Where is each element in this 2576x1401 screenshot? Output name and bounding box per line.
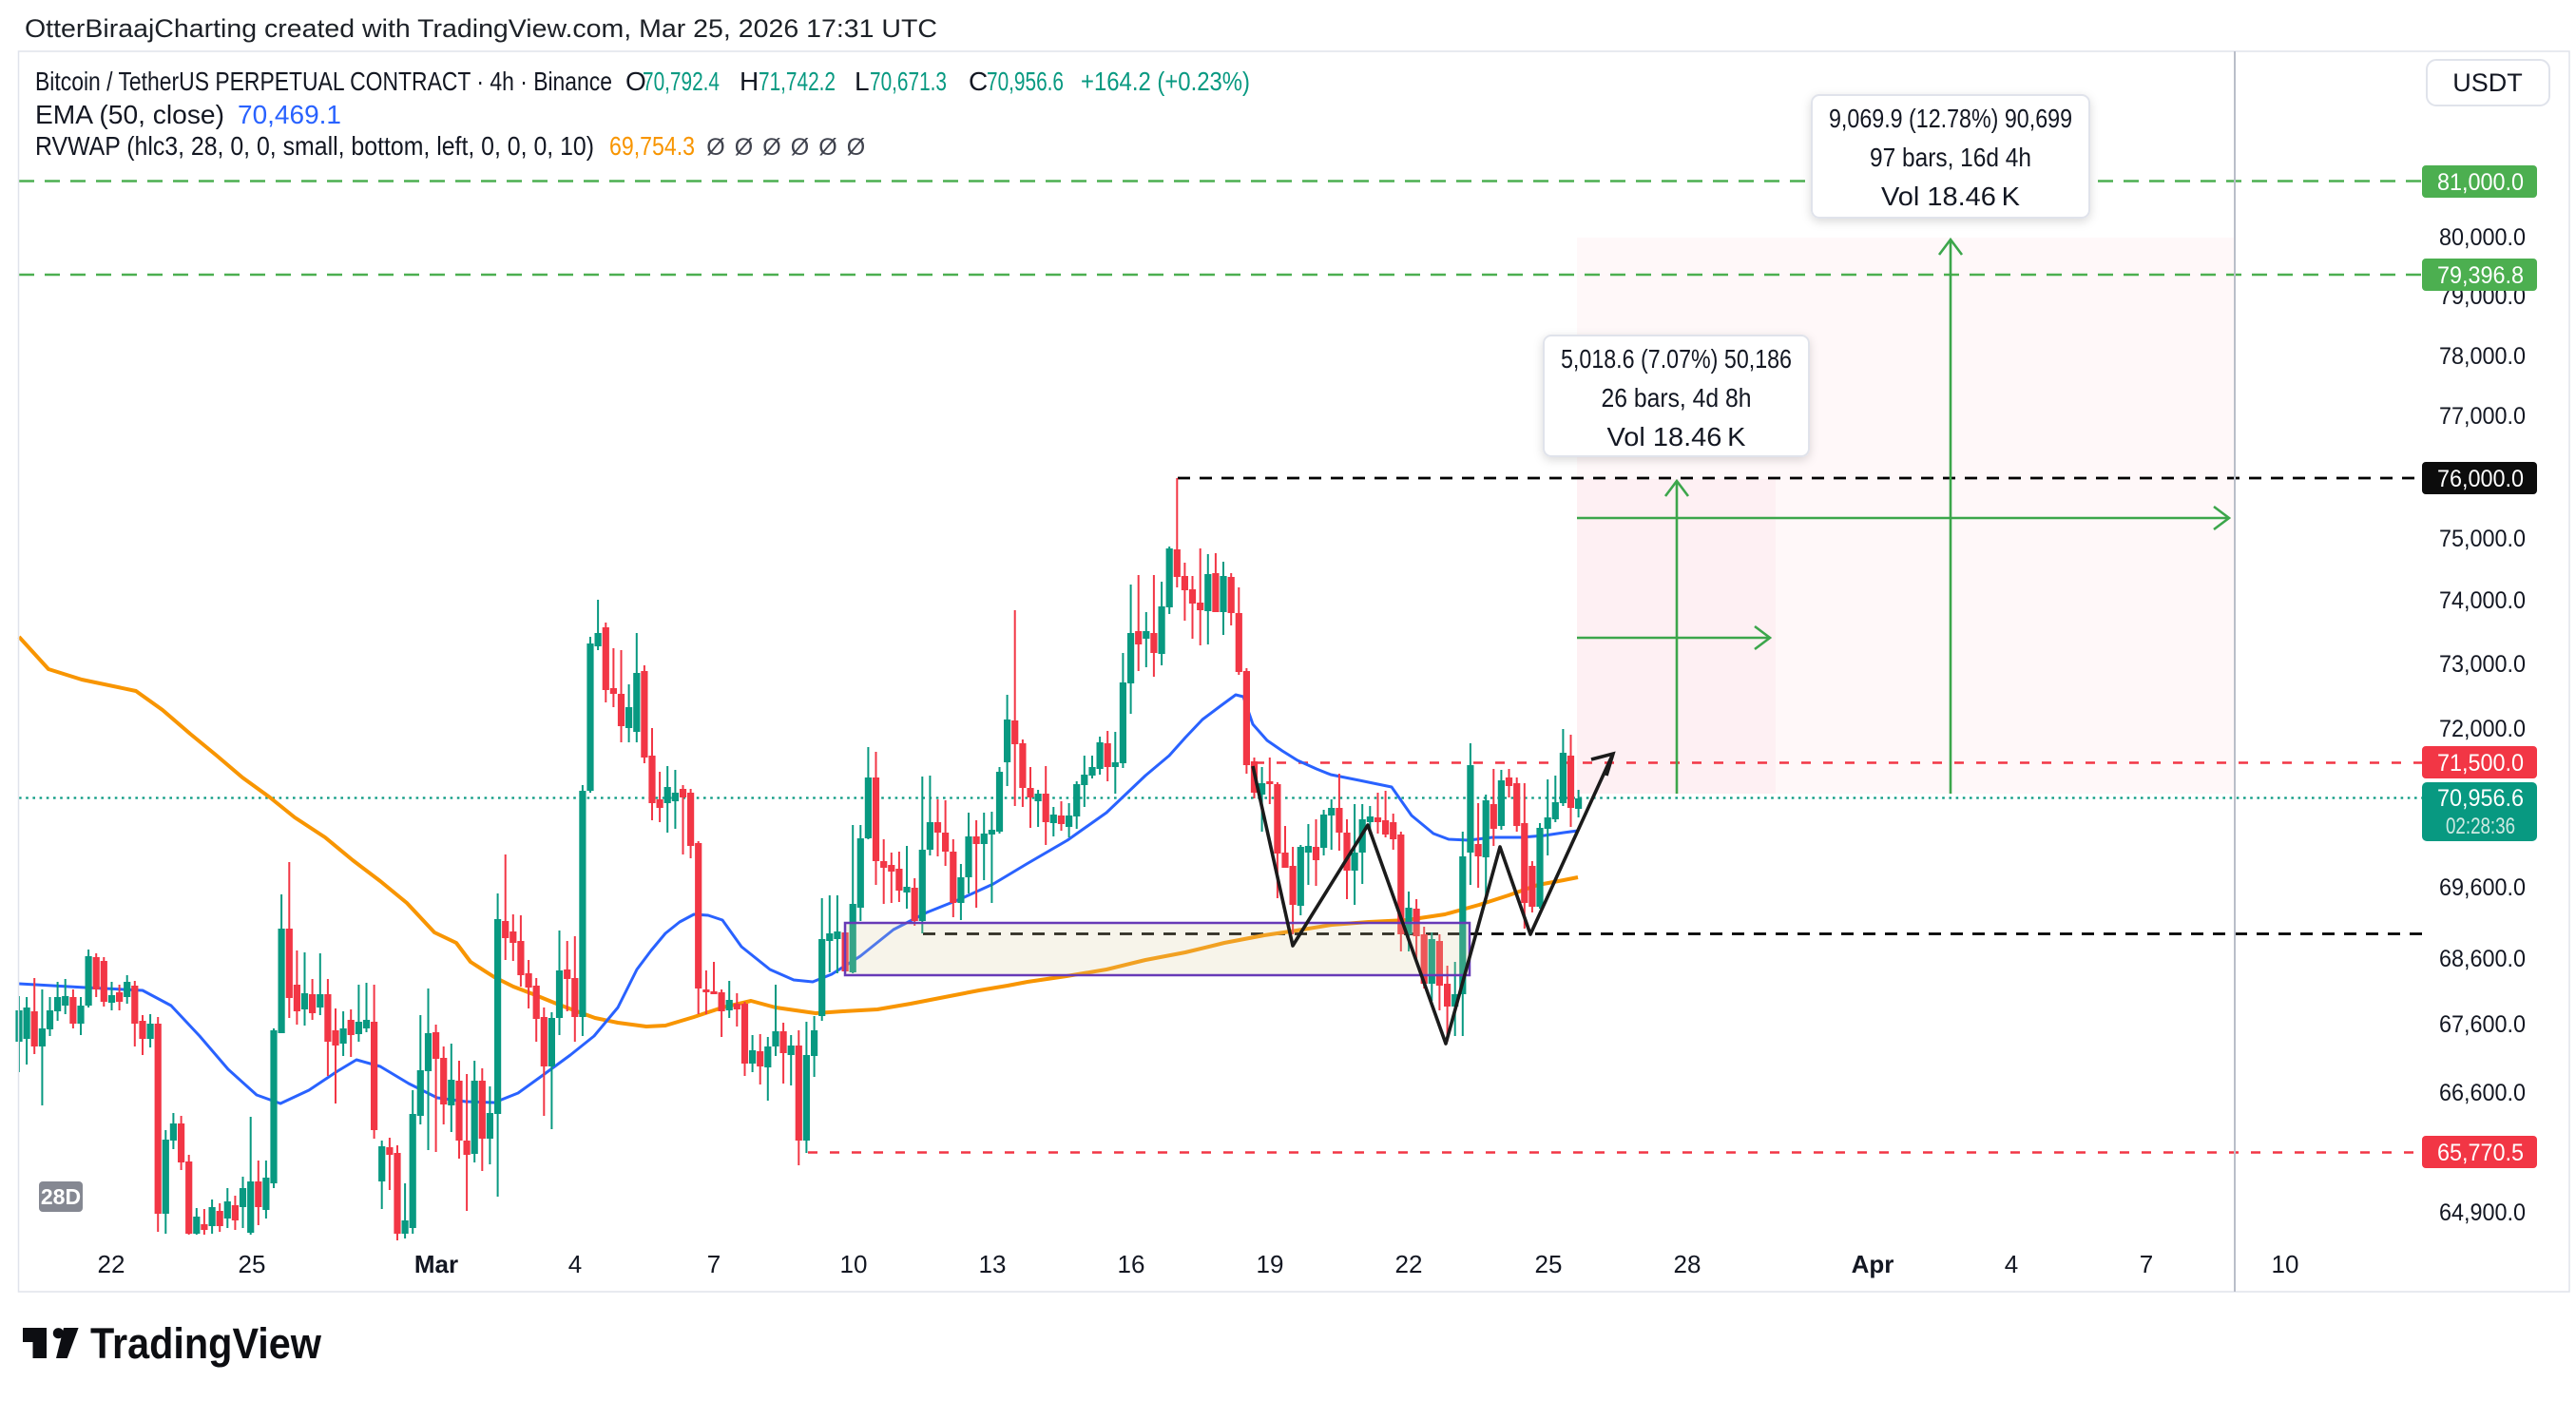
svg-text:70,469.1: 70,469.1 [238, 100, 341, 129]
svg-text:Ø: Ø [762, 134, 780, 161]
svg-text:02:28:36: 02:28:36 [2446, 814, 2515, 839]
svg-text:28D: 28D [41, 1184, 81, 1209]
svg-text:71,500.0: 71,500.0 [2437, 750, 2524, 777]
svg-text:70,671.3: 70,671.3 [870, 67, 947, 96]
svg-text:78,000.0: 78,000.0 [2439, 343, 2526, 370]
svg-text:O: O [625, 67, 646, 96]
svg-text:76,000.0: 76,000.0 [2437, 466, 2524, 492]
svg-text:70,956.6: 70,956.6 [2437, 785, 2524, 812]
svg-text:70,956.6: 70,956.6 [987, 67, 1064, 96]
svg-text:USDT: USDT [2452, 68, 2523, 97]
svg-text:Ø: Ø [818, 134, 836, 161]
svg-text:Ø: Ø [791, 134, 809, 161]
svg-text:66,600.0: 66,600.0 [2439, 1080, 2526, 1106]
svg-text:22: 22 [98, 1250, 125, 1278]
svg-text:70,792.4: 70,792.4 [643, 67, 720, 96]
svg-text:4: 4 [2005, 1250, 2018, 1278]
svg-text:69,754.3: 69,754.3 [609, 131, 695, 161]
svg-text:22: 22 [1395, 1250, 1423, 1278]
svg-text:25: 25 [1535, 1250, 1563, 1278]
svg-text:10: 10 [840, 1250, 868, 1278]
svg-text:65,770.5: 65,770.5 [2437, 1140, 2524, 1166]
svg-text:67,600.0: 67,600.0 [2439, 1011, 2526, 1038]
svg-text:28: 28 [1674, 1250, 1701, 1278]
svg-text:4: 4 [568, 1250, 582, 1278]
svg-text:72,000.0: 72,000.0 [2439, 716, 2526, 742]
svg-text:9,069.9 (12.78%) 90,699: 9,069.9 (12.78%) 90,699 [1829, 104, 2072, 133]
svg-text:97 bars, 16d 4h: 97 bars, 16d 4h [1870, 143, 2031, 172]
svg-text:13: 13 [979, 1250, 1007, 1278]
svg-text:Ø: Ø [735, 134, 753, 161]
svg-text:77,000.0: 77,000.0 [2439, 403, 2526, 430]
svg-text:25: 25 [239, 1250, 266, 1278]
svg-text:64,900.0: 64,900.0 [2439, 1199, 2526, 1226]
svg-text:+164.2 (+0.23%): +164.2 (+0.23%) [1081, 67, 1250, 96]
svg-text:Ø: Ø [706, 134, 724, 161]
svg-text:Ø: Ø [847, 134, 865, 161]
svg-text:79,396.8: 79,396.8 [2437, 262, 2524, 289]
svg-text:71,742.2: 71,742.2 [759, 67, 836, 96]
svg-text:Vol 18.46 K: Vol 18.46 K [1881, 182, 2020, 211]
svg-text:16: 16 [1118, 1250, 1145, 1278]
svg-text:RVWAP (hlc3, 28, 0, 0, small,: RVWAP (hlc3, 28, 0, 0, small, bottom, le… [35, 131, 594, 161]
svg-text:73,000.0: 73,000.0 [2439, 651, 2526, 678]
svg-text:Bitcoin / TetherUS PERPETUAL C: Bitcoin / TetherUS PERPETUAL CONTRACT · … [35, 67, 612, 96]
svg-text:OtterBiraajCharting created wi: OtterBiraajCharting created with Trading… [25, 14, 937, 43]
svg-text:7: 7 [2140, 1250, 2153, 1278]
svg-text:TradingView: TradingView [90, 1319, 322, 1368]
svg-text:H: H [740, 67, 759, 96]
svg-text:81,000.0: 81,000.0 [2437, 169, 2524, 196]
svg-text:69,600.0: 69,600.0 [2439, 874, 2526, 901]
svg-text:7: 7 [707, 1250, 721, 1278]
svg-text:EMA (50, close): EMA (50, close) [35, 100, 224, 129]
svg-text:68,600.0: 68,600.0 [2439, 946, 2526, 972]
svg-text:10: 10 [2272, 1250, 2299, 1278]
svg-text:Apr: Apr [1852, 1250, 1894, 1278]
svg-text:26 bars, 4d 8h: 26 bars, 4d 8h [1602, 383, 1752, 413]
svg-text:75,000.0: 75,000.0 [2439, 526, 2526, 552]
svg-text:Mar: Mar [414, 1250, 458, 1278]
svg-text:C: C [969, 67, 988, 96]
svg-text:74,000.0: 74,000.0 [2439, 587, 2526, 614]
svg-text:L: L [855, 67, 870, 96]
svg-text:Vol 18.46 K: Vol 18.46 K [1607, 422, 1746, 451]
svg-text:5,018.6 (7.07%) 50,186: 5,018.6 (7.07%) 50,186 [1561, 344, 1792, 374]
svg-text:19: 19 [1257, 1250, 1284, 1278]
svg-text:80,000.0: 80,000.0 [2439, 224, 2526, 251]
